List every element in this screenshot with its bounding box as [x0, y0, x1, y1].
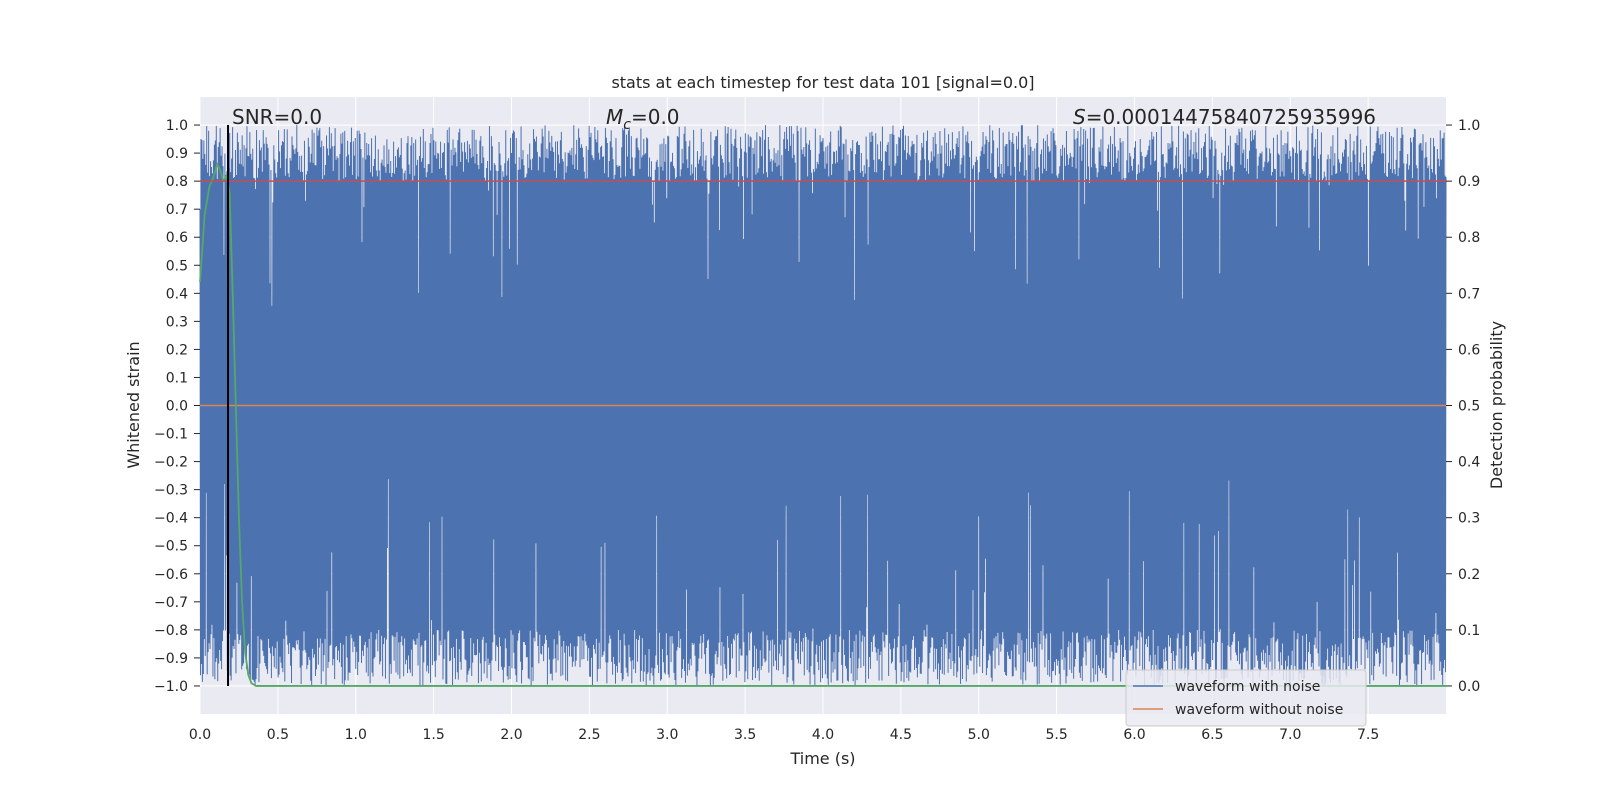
- x-tick-label: 2.0: [500, 727, 522, 743]
- y-tick-label-right: 0.2: [1458, 567, 1480, 583]
- y-tick-label-left: 0.4: [166, 286, 188, 302]
- y-tick-label-left: 1.0: [166, 118, 188, 134]
- y-tick-label-left: −0.3: [154, 483, 188, 499]
- chart-title: stats at each timestep for test data 101…: [611, 73, 1034, 92]
- y-tick-label-left: 0.7: [166, 202, 188, 218]
- y-axis-label-left: Whitened strain: [124, 341, 143, 468]
- x-tick-label: 6.5: [1201, 727, 1223, 743]
- y-tick-label-left: −0.7: [154, 595, 188, 611]
- y-tick-label-right: 0.0: [1458, 679, 1480, 695]
- y-tick-label-left: 0.6: [166, 230, 188, 246]
- x-tick-label: 4.0: [812, 727, 834, 743]
- y-tick-label-right: 0.3: [1458, 511, 1480, 527]
- x-tick-label: 5.5: [1045, 727, 1067, 743]
- snr-annotation: SNR=0.0: [232, 105, 322, 129]
- y-tick-label-right: 1.0: [1458, 118, 1480, 134]
- x-tick-label: 7.5: [1357, 727, 1379, 743]
- y-tick-label-left: −0.9: [154, 651, 188, 667]
- x-tick-label: 1.0: [345, 727, 367, 743]
- y-tick-label-left: −1.0: [154, 679, 188, 695]
- y-tick-label-right: 0.1: [1458, 623, 1480, 639]
- y-tick-label-left: −0.8: [154, 623, 188, 639]
- legend: waveform with noise waveform without noi…: [1125, 669, 1367, 727]
- y-tick-label-left: 0.5: [166, 258, 188, 274]
- y-tick-label-right: 0.5: [1458, 399, 1480, 415]
- legend-label-without-noise: waveform without noise: [1175, 702, 1343, 718]
- y-tick-label-left: −0.4: [154, 511, 188, 527]
- x-tick-label: 2.5: [578, 727, 600, 743]
- y-tick-label-right: 0.9: [1458, 174, 1480, 190]
- y-axis-label-right: Detection probability: [1487, 321, 1506, 489]
- legend-box: [1125, 669, 1367, 727]
- tick-layer: 0.0 0.5 1.0 1.5 2.0 2.5 3.0 3.5 4.0 4.5 5.0 5.5 6.0 6…: [154, 118, 1480, 743]
- y-tick-label-left: 0.8: [166, 174, 188, 190]
- series-detection-probability: [199, 161, 1446, 687]
- x-tick-label: 4.5: [890, 727, 912, 743]
- y-tick-label-left: −0.5: [154, 539, 188, 555]
- y-tick-label-right: 0.4: [1458, 455, 1480, 471]
- significance-annotation: S=0.00014475840725935996: [1073, 105, 1376, 129]
- y-tick-label-left: −0.1: [154, 427, 188, 443]
- y-tick-label-left: −0.2: [154, 455, 188, 471]
- y-tick-label-right: 0.7: [1458, 286, 1480, 302]
- x-tick-label: 3.0: [656, 727, 678, 743]
- x-tick-label: 5.0: [968, 727, 990, 743]
- x-axis-label: Time (s): [789, 749, 855, 768]
- y-tick-label-left: −0.6: [154, 567, 188, 583]
- y-tick-label-left: 0.9: [166, 146, 188, 162]
- x-tick-label: 0.0: [189, 727, 211, 743]
- legend-label-with-noise: waveform with noise: [1175, 679, 1320, 695]
- y-tick-label-left: 0.2: [166, 342, 188, 358]
- x-tick-label: 7.0: [1279, 727, 1301, 743]
- x-tick-label: 0.5: [267, 727, 289, 743]
- x-tick-label: 6.0: [1123, 727, 1145, 743]
- y-tick-label-left: 0.3: [166, 314, 188, 330]
- chirp-mass-annotation: Mc=0.0: [606, 105, 680, 133]
- series-waveform-with-noise: [199, 125, 1447, 686]
- y-tick-label-right: 0.6: [1458, 342, 1480, 358]
- y-tick-label-left: 0.0: [166, 399, 188, 415]
- series-layer: [199, 125, 1447, 687]
- x-tick-label: 1.5: [422, 727, 444, 743]
- y-tick-label-left: 0.1: [166, 370, 188, 386]
- y-tick-label-right: 0.8: [1458, 230, 1480, 246]
- x-tick-label: 3.5: [734, 727, 756, 743]
